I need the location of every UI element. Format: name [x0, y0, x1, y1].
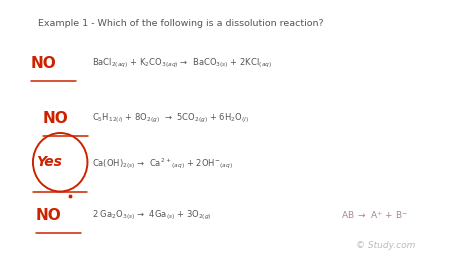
- Text: NO: NO: [36, 208, 61, 223]
- Text: © Study.com: © Study.com: [356, 241, 415, 250]
- Text: AB $\rightarrow$ A$^{+}$ + B$^{-}$: AB $\rightarrow$ A$^{+}$ + B$^{-}$: [341, 210, 408, 221]
- Text: Example 1 - Which of the following is a dissolution reaction?: Example 1 - Which of the following is a …: [38, 19, 324, 28]
- Text: NO: NO: [43, 111, 68, 126]
- Text: BaCl$_{2(aq)}$ + K$_{2}$CO$_{3(aq)}$ →  BaCO$_{3(s)}$ + 2KCl$_{(aq)}$: BaCl$_{2(aq)}$ + K$_{2}$CO$_{3(aq)}$ → B…: [92, 57, 273, 70]
- Text: C$_{5}$H$_{12(l)}$ + 8O$_{2(g)}$  →  5CO$_{2(g)}$ + 6H$_{2}$O$_{(l)}$: C$_{5}$H$_{12(l)}$ + 8O$_{2(g)}$ → 5CO$_…: [92, 112, 249, 125]
- Text: NO: NO: [31, 56, 56, 71]
- Text: Yes: Yes: [36, 155, 63, 169]
- Text: Ca(OH)$_{2(s)}$ →  Ca$^{2+}$$_{(aq)}$ + 2OH$^{-}$$_{(aq)}$: Ca(OH)$_{2(s)}$ → Ca$^{2+}$$_{(aq)}$ + 2…: [92, 156, 233, 171]
- Text: 2 Ga$_{2}$O$_{3(s)}$ →  4Ga$_{(s)}$ + 3O$_{2(g)}$: 2 Ga$_{2}$O$_{3(s)}$ → 4Ga$_{(s)}$ + 3O$…: [92, 209, 212, 222]
